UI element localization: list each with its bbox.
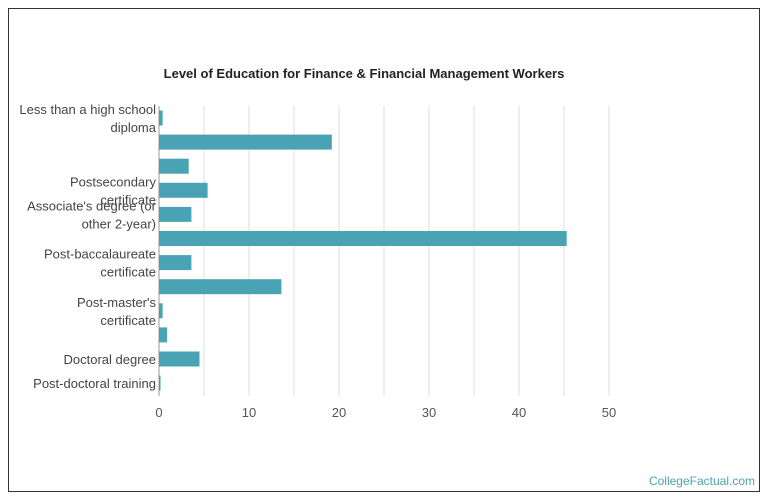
x-tick-label: 40 <box>512 405 526 420</box>
category-labels: Less than a high school diploma Postsecond… <box>19 102 156 391</box>
bar <box>159 375 161 391</box>
bar <box>159 182 208 198</box>
bar <box>159 255 192 271</box>
credit-link[interactable]: CollegeFactual.com <box>648 474 755 488</box>
x-tick-label: 0 <box>155 405 162 420</box>
x-axis-ticks: 0 10 20 30 40 50 <box>155 405 616 420</box>
x-tick-label: 20 <box>332 405 346 420</box>
x-tick-label: 50 <box>602 405 616 420</box>
x-tick-label: 30 <box>422 405 436 420</box>
category-label: Doctoral degree <box>64 352 157 367</box>
chart-title: Level of Education for Finance & Financi… <box>163 66 565 81</box>
x-tick-label: 10 <box>242 405 256 420</box>
category-label: certificate <box>100 265 156 280</box>
bar <box>159 327 168 343</box>
bar <box>159 206 192 222</box>
bar <box>159 351 200 367</box>
bar <box>159 303 163 319</box>
category-label: diploma <box>110 120 156 135</box>
category-label: Less than a high school <box>19 102 156 117</box>
category-label: certificate <box>100 192 156 207</box>
bars <box>159 110 567 391</box>
category-label: Post-doctoral training <box>33 376 156 391</box>
grid-lines <box>158 106 610 396</box>
category-label: other 2-year) <box>82 216 156 231</box>
bar <box>159 158 189 174</box>
category-label: Post-baccalaureate <box>44 247 156 262</box>
bar <box>159 110 163 126</box>
bar <box>159 231 567 246</box>
bar <box>159 134 332 150</box>
category-label: Postsecondary <box>70 174 156 189</box>
bar <box>159 279 282 295</box>
category-label: certificate <box>100 313 156 328</box>
category-label: Associate's degree (or <box>27 198 157 213</box>
category-label: Post-master's <box>77 295 157 310</box>
